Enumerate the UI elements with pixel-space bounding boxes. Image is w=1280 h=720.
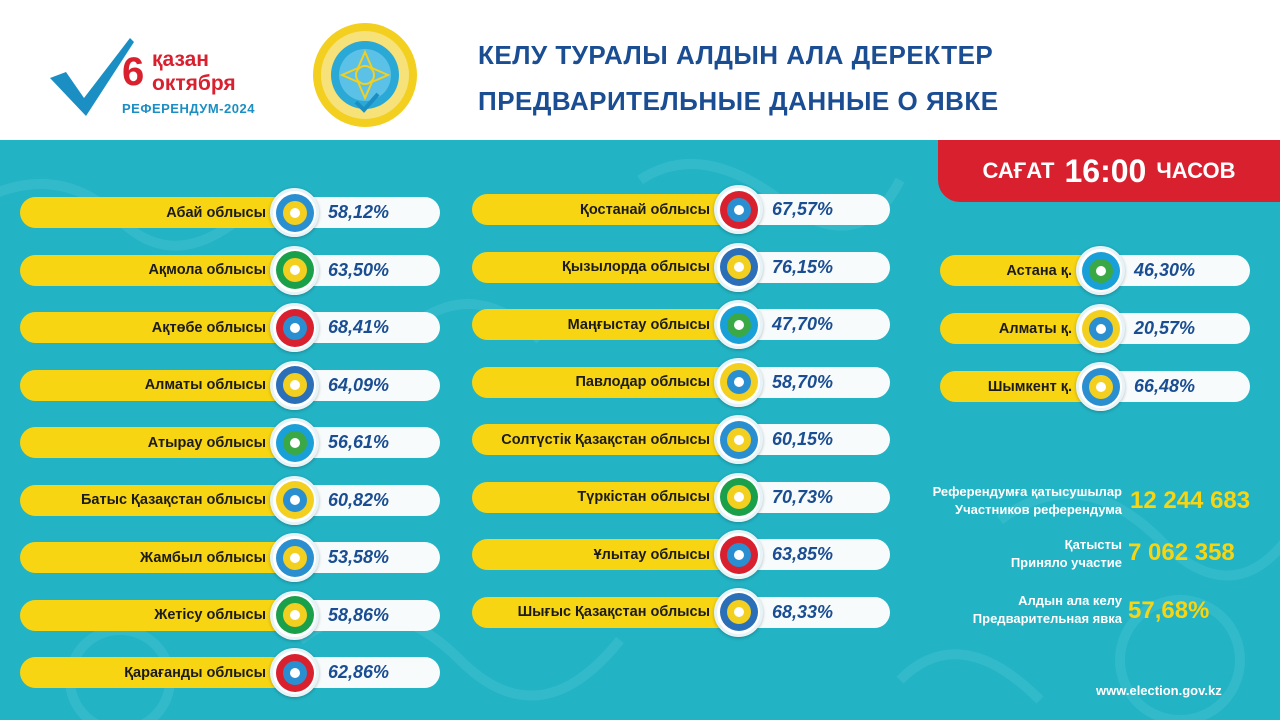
kostanay-emblem-icon — [714, 185, 763, 234]
region-name: Қарағанды облысы — [20, 657, 300, 688]
region-row: Алматы облысы 64,09% — [20, 360, 440, 410]
region-name: Павлодар облысы — [472, 366, 744, 398]
logo-day: 6 — [122, 50, 145, 94]
city-row: Астана қ. 46,30% — [940, 246, 1250, 295]
city-turnout: 46,30% — [1100, 255, 1250, 286]
title-kz: КЕЛУ ТУРАЛЫ АЛДЫН АЛА ДЕРЕКТЕР — [478, 40, 994, 70]
pavlodar-emblem-icon — [714, 357, 763, 407]
region-name: Ұлытау облысы — [472, 539, 744, 570]
region-turnout: 67,57% — [738, 194, 890, 225]
turnout-label-ru: Предварительная явка — [972, 611, 1122, 626]
voted-label-kz: Қатысты — [1064, 537, 1122, 552]
astana-emblem-icon — [1076, 246, 1125, 295]
region-row: Қарағанды облысы 62,86% — [20, 648, 440, 697]
region-name: Жамбыл облысы — [20, 542, 300, 573]
referendum-logo: 6 қазан октября РЕФЕРЕНДУМ-2024 — [40, 28, 280, 123]
participants-label-kz: Референдумға қатысушылар — [932, 484, 1122, 499]
time-label-ru: ЧАСОВ — [1156, 158, 1236, 183]
region-turnout: 47,70% — [738, 309, 890, 340]
participants-label-ru: Участников референдума — [955, 502, 1122, 517]
region-row: Батыс Қазақстан облысы 60,82% — [20, 475, 440, 525]
region-name: Шығыс Қазақстан облысы — [472, 596, 744, 628]
north-kz-emblem-icon — [714, 415, 763, 464]
region-name: Маңғыстау облысы — [472, 309, 744, 340]
region-name: Қызылорда облысы — [472, 251, 744, 283]
city-row: Алматы қ. 20,57% — [940, 304, 1250, 353]
region-row: Түркістан облысы 70,73% — [472, 472, 890, 522]
region-turnout: 56,61% — [294, 427, 440, 458]
participants-value: 12 244 683 — [1130, 487, 1251, 514]
logo-month-kz: қазан — [152, 48, 209, 71]
turnout-label: Алдын ала келу Предварительная явка — [900, 592, 1122, 628]
city-turnout: 20,57% — [1100, 313, 1250, 344]
region-row: Ақтөбе облысы 68,41% — [20, 303, 440, 352]
voted-value: 7 062 358 — [1128, 539, 1235, 566]
region-name: Ақтөбе облысы — [20, 312, 300, 343]
election-commission-emblem-icon — [313, 23, 417, 127]
shymkent-emblem-icon — [1076, 362, 1125, 411]
logo-event: РЕФЕРЕНДУМ-2024 — [122, 101, 255, 116]
region-row: Павлодар облысы 58,70% — [472, 357, 890, 407]
abai-emblem-icon — [270, 188, 319, 237]
mangystau-emblem-icon — [714, 300, 763, 349]
region-row: Абай облысы 58,12% — [20, 188, 440, 237]
time-value: 16:00 — [1064, 152, 1147, 189]
region-row: Солтүстік Қазақстан облысы 60,15% — [472, 415, 890, 464]
east-kz-emblem-icon — [714, 587, 763, 637]
region-row: Ақмола облысы 63,50% — [20, 245, 440, 295]
almaty-city-emblem-icon — [1076, 304, 1125, 353]
aktobe-emblem-icon — [270, 303, 319, 352]
city-turnout: 66,48% — [1100, 371, 1250, 402]
region-name: Атырау облысы — [20, 427, 300, 458]
time-badge: САҒАТ 16:00 ЧАСОВ — [938, 140, 1280, 202]
aqmola-emblem-icon — [270, 245, 319, 295]
region-name: Жетісу облысы — [20, 599, 300, 631]
region-turnout: 68,33% — [738, 596, 890, 628]
region-row: Қостанай облысы 67,57% — [472, 185, 890, 234]
region-name: Түркістан облысы — [472, 481, 744, 513]
title-ru: ПРЕДВАРИТЕЛЬНЫЕ ДАННЫЕ О ЯВКЕ — [478, 86, 999, 116]
voted-label: Қатысты Приняло участие — [900, 536, 1122, 572]
region-row: Жетісу облысы 58,86% — [20, 590, 440, 640]
region-name: Қостанай облысы — [472, 194, 744, 225]
footer-url[interactable]: www.election.gov.kz — [1096, 683, 1222, 698]
turnout-label-kz: Алдын ала келу — [1018, 593, 1122, 608]
region-row: Шығыс Қазақстан облысы 68,33% — [472, 587, 890, 637]
region-turnout: 60,15% — [738, 424, 890, 455]
region-turnout: 76,15% — [738, 251, 890, 283]
kyzylorda-emblem-icon — [714, 242, 763, 292]
region-name: Солтүстік Қазақстан облысы — [472, 424, 744, 455]
region-name: Алматы облысы — [20, 369, 300, 401]
region-name: Абай облысы — [20, 197, 300, 228]
karaganda-emblem-icon — [270, 648, 319, 697]
region-row: Атырау облысы 56,61% — [20, 418, 440, 467]
logo-month-ru: октября — [152, 72, 236, 95]
region-row: Ұлытау облысы 63,85% — [472, 530, 890, 579]
ulytau-emblem-icon — [714, 530, 763, 579]
checkmark-icon — [50, 38, 134, 116]
atyrau-emblem-icon — [270, 418, 319, 467]
region-turnout: 58,86% — [294, 599, 440, 631]
almaty-region-emblem-icon — [270, 360, 319, 410]
turkistan-emblem-icon — [714, 472, 763, 522]
region-row: Маңғыстау облысы 47,70% — [472, 300, 890, 349]
region-row: Жамбыл облысы 53,58% — [20, 533, 440, 582]
header: 6 қазан октября РЕФЕРЕНДУМ-2024 КЕЛУ ТУР… — [0, 0, 1280, 140]
region-name: Ақмола облысы — [20, 254, 300, 286]
region-turnout: 58,70% — [738, 366, 890, 398]
participants-label: Референдумға қатысушылар Участников рефе… — [900, 483, 1122, 519]
time-label-kz: САҒАТ — [982, 158, 1055, 183]
city-row: Шымкент қ. 66,48% — [940, 362, 1250, 411]
region-name: Батыс Қазақстан облысы — [20, 484, 300, 516]
turnout-value: 57,68% — [1128, 597, 1210, 624]
west-kz-emblem-icon — [270, 475, 319, 525]
region-turnout: 68,41% — [294, 312, 440, 343]
zhambyl-emblem-icon — [270, 533, 319, 582]
zhetisu-emblem-icon — [270, 590, 319, 640]
region-row: Қызылорда облысы 76,15% — [472, 242, 890, 292]
region-turnout: 70,73% — [738, 481, 890, 513]
region-turnout: 63,85% — [738, 539, 890, 570]
voted-label-ru: Приняло участие — [1010, 555, 1122, 570]
